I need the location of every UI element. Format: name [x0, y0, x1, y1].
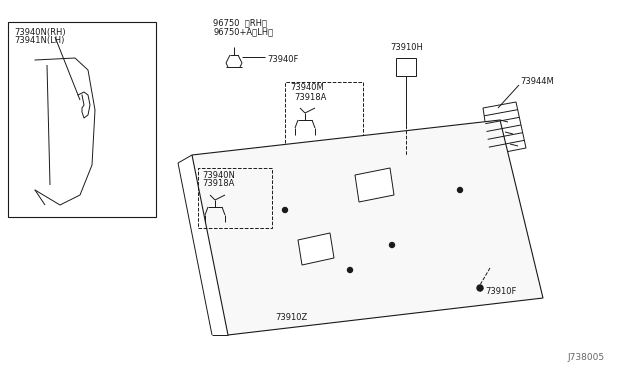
Circle shape	[390, 243, 394, 247]
Text: 73918A: 73918A	[202, 180, 234, 189]
Text: 73940M: 73940M	[290, 83, 324, 93]
Text: 96750  〈RH〉: 96750 〈RH〉	[213, 19, 267, 28]
Text: 73944M: 73944M	[520, 77, 554, 87]
Text: 73940N(RH): 73940N(RH)	[14, 28, 66, 36]
Polygon shape	[192, 120, 543, 335]
Polygon shape	[483, 102, 526, 155]
Circle shape	[348, 267, 353, 273]
Circle shape	[458, 187, 463, 192]
Circle shape	[282, 208, 287, 212]
Text: 73910H: 73910H	[390, 44, 423, 52]
Text: 73940F: 73940F	[267, 55, 298, 64]
Bar	[396, 58, 416, 76]
Polygon shape	[355, 168, 394, 202]
Text: 73910Z: 73910Z	[275, 314, 307, 323]
Text: 73940N: 73940N	[202, 170, 235, 180]
Text: J738005: J738005	[567, 353, 604, 362]
Text: 73910F: 73910F	[485, 286, 516, 295]
Bar	[198, 168, 272, 228]
Polygon shape	[298, 233, 334, 265]
Bar	[285, 82, 363, 152]
Text: 73918A: 73918A	[294, 93, 326, 102]
Bar	[8, 22, 156, 217]
Text: 73941N(LH): 73941N(LH)	[14, 36, 65, 45]
Text: 96750+A〈LH〉: 96750+A〈LH〉	[213, 28, 273, 36]
Circle shape	[477, 285, 483, 291]
